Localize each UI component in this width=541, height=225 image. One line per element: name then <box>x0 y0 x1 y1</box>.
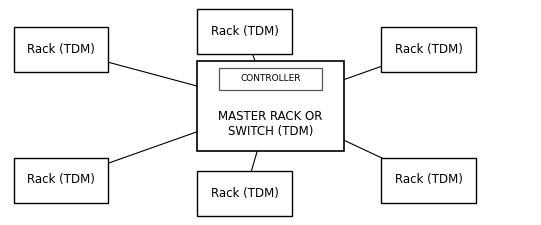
Text: Rack (TDM): Rack (TDM) <box>27 173 95 187</box>
Bar <box>197 171 292 216</box>
Bar <box>14 27 108 72</box>
Bar <box>14 158 108 202</box>
Text: Rack (TDM): Rack (TDM) <box>27 43 95 56</box>
Bar <box>381 27 476 72</box>
Bar <box>197 9 292 54</box>
Text: MASTER RACK OR
SWITCH (TDM): MASTER RACK OR SWITCH (TDM) <box>219 110 322 138</box>
Bar <box>219 68 322 90</box>
Text: Rack (TDM): Rack (TDM) <box>211 25 279 38</box>
Bar <box>381 158 476 202</box>
Text: Rack (TDM): Rack (TDM) <box>395 43 463 56</box>
Text: CONTROLLER: CONTROLLER <box>240 74 301 83</box>
Text: Rack (TDM): Rack (TDM) <box>211 187 279 200</box>
Bar <box>197 61 344 151</box>
Text: Rack (TDM): Rack (TDM) <box>395 173 463 187</box>
